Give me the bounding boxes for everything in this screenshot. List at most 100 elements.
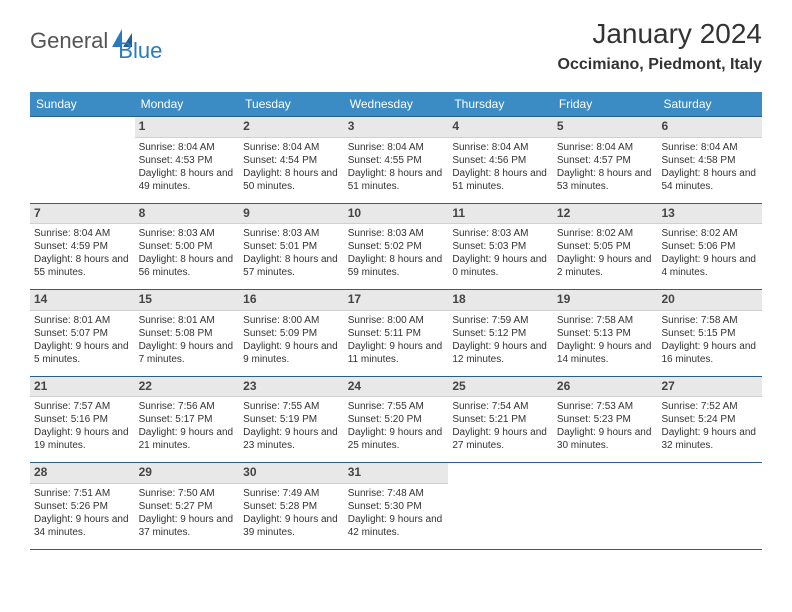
day-number: 6 [657,117,762,138]
day-body: Sunrise: 8:02 AMSunset: 5:06 PMDaylight:… [657,224,762,289]
sunset-text: Sunset: 5:06 PM [661,240,758,253]
day-body [657,483,762,545]
sunrise-text: Sunrise: 8:03 AM [139,227,236,240]
daylight-text: Daylight: 9 hours and 2 minutes. [557,253,654,279]
day-header: Monday [135,92,240,116]
day-number: 25 [448,377,553,398]
sunset-text: Sunset: 5:11 PM [348,327,445,340]
day-cell: 13Sunrise: 8:02 AMSunset: 5:06 PMDayligh… [657,204,762,290]
day-cell [553,463,658,549]
sunset-text: Sunset: 5:21 PM [452,413,549,426]
sunrise-text: Sunrise: 8:04 AM [348,141,445,154]
day-cell: 16Sunrise: 8:00 AMSunset: 5:09 PMDayligh… [239,290,344,376]
sunrise-text: Sunrise: 7:53 AM [557,400,654,413]
day-body: Sunrise: 8:04 AMSunset: 4:56 PMDaylight:… [448,138,553,203]
day-number: 23 [239,377,344,398]
daylight-text: Daylight: 9 hours and 12 minutes. [452,340,549,366]
daylight-text: Daylight: 9 hours and 39 minutes. [243,513,340,539]
daylight-text: Daylight: 9 hours and 19 minutes. [34,426,131,452]
day-body [553,483,658,545]
sunset-text: Sunset: 5:13 PM [557,327,654,340]
sunrise-text: Sunrise: 8:01 AM [34,314,131,327]
day-body: Sunrise: 7:58 AMSunset: 5:15 PMDaylight:… [657,311,762,376]
day-body: Sunrise: 8:00 AMSunset: 5:09 PMDaylight:… [239,311,344,376]
sunrise-text: Sunrise: 8:04 AM [243,141,340,154]
sunrise-text: Sunrise: 8:03 AM [243,227,340,240]
sunset-text: Sunset: 5:02 PM [348,240,445,253]
day-number: 3 [344,117,449,138]
day-number: 30 [239,463,344,484]
daylight-text: Daylight: 9 hours and 34 minutes. [34,513,131,539]
week-row: 14Sunrise: 8:01 AMSunset: 5:07 PMDayligh… [30,289,762,376]
day-number: 12 [553,204,658,225]
sunrise-text: Sunrise: 8:02 AM [557,227,654,240]
day-number: 13 [657,204,762,225]
day-cell: 1Sunrise: 8:04 AMSunset: 4:53 PMDaylight… [135,117,240,203]
sunrise-text: Sunrise: 8:00 AM [243,314,340,327]
day-number: 7 [30,204,135,225]
day-body: Sunrise: 8:04 AMSunset: 4:55 PMDaylight:… [344,138,449,203]
day-header: Sunday [30,92,135,116]
daylight-text: Daylight: 9 hours and 14 minutes. [557,340,654,366]
sunset-text: Sunset: 5:07 PM [34,327,131,340]
sunrise-text: Sunrise: 7:59 AM [452,314,549,327]
day-cell: 25Sunrise: 7:54 AMSunset: 5:21 PMDayligh… [448,377,553,463]
day-body: Sunrise: 8:04 AMSunset: 4:57 PMDaylight:… [553,138,658,203]
day-cell [30,117,135,203]
sunrise-text: Sunrise: 8:04 AM [661,141,758,154]
day-cell: 9Sunrise: 8:03 AMSunset: 5:01 PMDaylight… [239,204,344,290]
daylight-text: Daylight: 9 hours and 11 minutes. [348,340,445,366]
sunset-text: Sunset: 5:24 PM [661,413,758,426]
day-body: Sunrise: 8:04 AMSunset: 4:58 PMDaylight:… [657,138,762,203]
sunrise-text: Sunrise: 8:04 AM [139,141,236,154]
sunset-text: Sunset: 5:15 PM [661,327,758,340]
day-cell: 21Sunrise: 7:57 AMSunset: 5:16 PMDayligh… [30,377,135,463]
daylight-text: Daylight: 8 hours and 59 minutes. [348,253,445,279]
day-number: 8 [135,204,240,225]
sunset-text: Sunset: 5:30 PM [348,500,445,513]
day-number: 26 [553,377,658,398]
day-number: 20 [657,290,762,311]
daylight-text: Daylight: 9 hours and 27 minutes. [452,426,549,452]
day-cell [448,463,553,549]
sunset-text: Sunset: 4:56 PM [452,154,549,167]
sunrise-text: Sunrise: 7:50 AM [139,487,236,500]
day-number: 22 [135,377,240,398]
day-body: Sunrise: 7:59 AMSunset: 5:12 PMDaylight:… [448,311,553,376]
day-header-row: SundayMondayTuesdayWednesdayThursdayFrid… [30,92,762,116]
sunset-text: Sunset: 5:17 PM [139,413,236,426]
day-number: 1 [135,117,240,138]
day-number: 11 [448,204,553,225]
sunrise-text: Sunrise: 8:00 AM [348,314,445,327]
daylight-text: Daylight: 9 hours and 9 minutes. [243,340,340,366]
day-body [448,483,553,545]
sunset-text: Sunset: 5:03 PM [452,240,549,253]
week-row: 21Sunrise: 7:57 AMSunset: 5:16 PMDayligh… [30,376,762,463]
day-cell: 3Sunrise: 8:04 AMSunset: 4:55 PMDaylight… [344,117,449,203]
day-number: 9 [239,204,344,225]
sunset-text: Sunset: 5:26 PM [34,500,131,513]
day-number [553,463,658,483]
daylight-text: Daylight: 8 hours and 54 minutes. [661,167,758,193]
day-cell: 20Sunrise: 7:58 AMSunset: 5:15 PMDayligh… [657,290,762,376]
sunrise-text: Sunrise: 8:03 AM [348,227,445,240]
day-body: Sunrise: 7:54 AMSunset: 5:21 PMDaylight:… [448,397,553,462]
day-number: 15 [135,290,240,311]
day-body: Sunrise: 7:50 AMSunset: 5:27 PMDaylight:… [135,484,240,549]
daylight-text: Daylight: 9 hours and 23 minutes. [243,426,340,452]
day-number: 17 [344,290,449,311]
daylight-text: Daylight: 8 hours and 51 minutes. [452,167,549,193]
sunset-text: Sunset: 5:19 PM [243,413,340,426]
sunset-text: Sunset: 4:54 PM [243,154,340,167]
sunset-text: Sunset: 5:23 PM [557,413,654,426]
sunrise-text: Sunrise: 7:58 AM [661,314,758,327]
day-cell: 24Sunrise: 7:55 AMSunset: 5:20 PMDayligh… [344,377,449,463]
sunrise-text: Sunrise: 8:02 AM [661,227,758,240]
day-header: Thursday [448,92,553,116]
logo: General Blue [30,18,162,64]
day-number: 24 [344,377,449,398]
day-body: Sunrise: 7:58 AMSunset: 5:13 PMDaylight:… [553,311,658,376]
daylight-text: Daylight: 8 hours and 51 minutes. [348,167,445,193]
day-cell [657,463,762,549]
daylight-text: Daylight: 9 hours and 37 minutes. [139,513,236,539]
